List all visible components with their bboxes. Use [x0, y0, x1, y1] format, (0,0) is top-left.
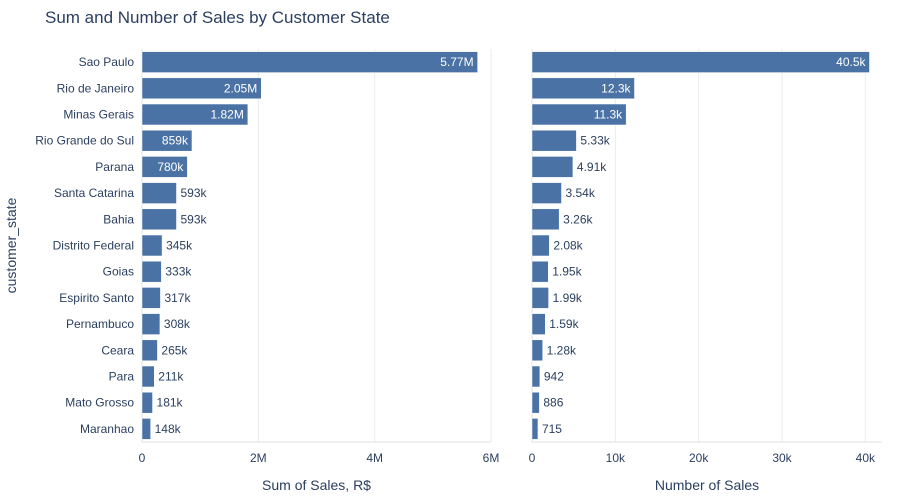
x-tick-label: 20k: [689, 451, 709, 465]
x-tick-label: 2M: [250, 451, 267, 465]
category-label: Para: [109, 370, 135, 384]
bar: [141, 391, 153, 414]
category-label: Rio Grande do Sul: [35, 134, 134, 148]
data-label: 12.3k: [601, 81, 631, 95]
category-label: Rio de Janeiro: [57, 81, 135, 95]
category-label: Espirito Santo: [59, 291, 134, 305]
data-label: 5.77M: [440, 55, 473, 69]
data-label: 1.95k: [552, 265, 582, 279]
data-label: 593k: [180, 212, 207, 226]
bar: [141, 313, 161, 335]
x-axis-title: Number of Sales: [655, 477, 759, 493]
bar: [141, 287, 161, 309]
category-label: Pernambuco: [66, 317, 134, 331]
x-tick-label: 4M: [366, 451, 383, 465]
data-label: 148k: [155, 422, 182, 436]
data-label: 859k: [162, 134, 189, 148]
data-label: 3.26k: [563, 212, 593, 226]
bar: [531, 260, 549, 283]
data-label: 308k: [164, 317, 191, 331]
data-label: 345k: [166, 239, 193, 253]
data-label: 1.82M: [211, 108, 244, 122]
data-label: 211k: [158, 370, 184, 384]
bar: [531, 51, 870, 73]
bar: [141, 260, 162, 283]
data-label: 11.3k: [594, 108, 623, 122]
bar: [531, 129, 577, 152]
data-label: 780k: [157, 160, 184, 174]
x-tick-label: 6M: [483, 451, 500, 465]
bar: [531, 77, 635, 100]
bar: [141, 77, 262, 100]
bar: [531, 287, 549, 309]
category-label: Maranhao: [80, 422, 134, 436]
data-label: 40.5k: [836, 55, 866, 69]
category-label: Bahia: [103, 212, 134, 226]
data-label: 886: [543, 396, 563, 410]
bar: [531, 313, 546, 335]
bar: [531, 418, 539, 440]
bar: [141, 182, 177, 204]
bar: [531, 365, 541, 388]
bar: [531, 156, 574, 178]
data-label: 1.28k: [547, 343, 577, 357]
category-label: Santa Catarina: [54, 186, 134, 200]
bar: [141, 418, 151, 440]
data-label: 5.33k: [580, 134, 610, 148]
data-label: 2.05M: [224, 81, 257, 95]
bar: [531, 234, 550, 257]
category-label: Mato Grosso: [65, 396, 134, 410]
bar: [141, 156, 188, 178]
category-label: Ceara: [101, 343, 134, 357]
category-label: Sao Paulo: [79, 55, 135, 69]
x-tick-label: 0: [139, 451, 146, 465]
x-axis-title: Sum of Sales, R$: [262, 477, 371, 493]
data-label: 3.54k: [566, 186, 596, 200]
x-tick-label: 40k: [856, 451, 876, 465]
bar: [531, 103, 627, 126]
bar: [141, 365, 155, 388]
bar: [141, 51, 478, 73]
category-label: Parana: [95, 160, 134, 174]
data-label: 1.59k: [549, 317, 579, 331]
data-label: 2.08k: [553, 239, 583, 253]
data-label: 1.99k: [553, 291, 583, 305]
chart-title: Sum and Number of Sales by Customer Stat…: [45, 8, 390, 27]
data-label: 593k: [180, 186, 207, 200]
category-label: Distrito Federal: [53, 239, 134, 253]
data-label: 181k: [157, 396, 184, 410]
bar: [141, 129, 193, 152]
data-label: 715: [542, 422, 562, 436]
bar: [141, 103, 249, 126]
y-axis-title: customer_state: [3, 197, 19, 293]
data-label: 4.91k: [577, 160, 607, 174]
bar: [141, 208, 177, 231]
bar: [141, 234, 163, 257]
data-label: 333k: [165, 265, 192, 279]
data-label: 317k: [164, 291, 191, 305]
category-label: Goias: [103, 265, 134, 279]
data-label: 265k: [161, 343, 188, 357]
x-tick-label: 30k: [772, 451, 792, 465]
x-tick-label: 0: [529, 451, 536, 465]
bar: [531, 339, 543, 362]
bar: [531, 391, 540, 414]
bar: [531, 208, 560, 231]
data-label: 942: [544, 370, 564, 384]
bar: [141, 339, 158, 362]
category-label: Minas Gerais: [63, 108, 134, 122]
x-tick-label: 10k: [606, 451, 626, 465]
bar: [531, 182, 562, 204]
